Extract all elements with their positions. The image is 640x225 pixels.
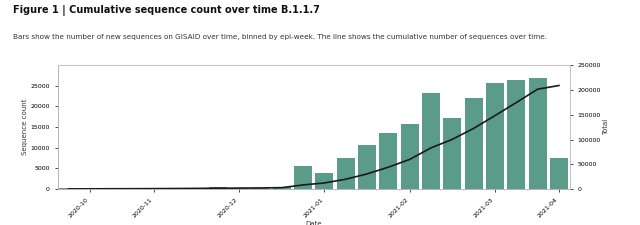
Bar [422, 93, 440, 189]
Bar [443, 118, 461, 189]
Bar [358, 145, 376, 189]
Y-axis label: Total: Total [604, 119, 609, 135]
Bar [486, 83, 504, 189]
Text: Bars show the number of new sequences on GISAID over time, binned by epi-week. T: Bars show the number of new sequences on… [13, 34, 547, 40]
Bar [550, 158, 568, 189]
Bar [251, 188, 269, 189]
Bar [294, 166, 312, 189]
Bar [337, 158, 355, 189]
Bar [187, 188, 205, 189]
Bar [465, 98, 483, 189]
Bar [529, 78, 547, 189]
Bar [401, 124, 419, 189]
Bar [81, 188, 99, 189]
Bar [166, 188, 184, 189]
Text: Figure 1 | Cumulative sequence count over time B.1.1.7: Figure 1 | Cumulative sequence count ove… [13, 4, 319, 16]
Bar [379, 133, 397, 189]
Bar [102, 188, 120, 189]
Bar [230, 188, 248, 189]
Bar [273, 187, 291, 189]
Bar [507, 80, 525, 189]
Bar [315, 173, 333, 189]
Y-axis label: Sequence count: Sequence count [22, 99, 28, 155]
Bar [209, 187, 227, 189]
Bar [60, 188, 77, 189]
X-axis label: Date: Date [305, 221, 322, 225]
Bar [145, 188, 163, 189]
